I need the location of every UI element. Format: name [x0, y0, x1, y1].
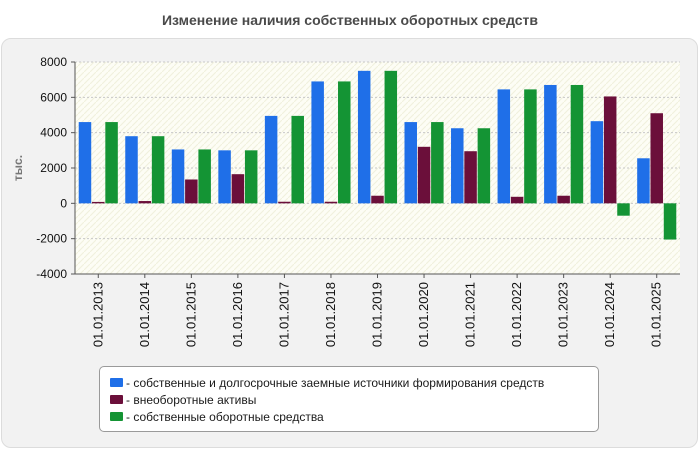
bar-01.01.2015-s1: [185, 179, 198, 204]
bar-01.01.2021-s2: [477, 128, 491, 204]
legend-swatch-working-capital: [110, 412, 123, 421]
x-tick-label: 01.01.2019: [370, 282, 385, 347]
legend-swatch-sources: [110, 378, 123, 387]
legend-item-noncurrent: - внеоборотные активы: [110, 391, 598, 408]
bar-01.01.2020-s2: [431, 122, 444, 204]
legend-swatch-noncurrent: [110, 395, 123, 404]
x-tick-label: 01.01.2013: [90, 282, 105, 347]
bar-01.01.2016-s0: [218, 150, 231, 204]
bar-01.01.2019-s0: [357, 70, 371, 204]
bar-01.01.2017-s0: [264, 115, 278, 204]
y-axis-label: тыс.: [11, 155, 25, 181]
bar-01.01.2014-s0: [125, 136, 138, 204]
bar-01.01.2021-s1: [464, 151, 477, 204]
bar-01.01.2025-s0: [637, 158, 650, 204]
bar-01.01.2020-s1: [417, 146, 431, 204]
y-tick-label: 8000: [40, 55, 67, 69]
legend-label-noncurrent: - внеоборотные активы: [126, 392, 257, 407]
bar-01.01.2017-s2: [291, 115, 304, 204]
bar-01.01.2013-s1: [92, 201, 105, 204]
legend-label-working-capital: - собственные оборотные средства: [126, 409, 324, 424]
bar-01.01.2013-s2: [105, 122, 118, 204]
bar-01.01.2021-s0: [451, 128, 464, 204]
x-tick-label: 01.01.2016: [230, 282, 245, 347]
bar-01.01.2024-s1: [603, 96, 617, 204]
bar-01.01.2016-s1: [231, 174, 245, 204]
bar-01.01.2018-s1: [324, 201, 338, 204]
x-tick-label: 01.01.2018: [323, 282, 338, 347]
bar-01.01.2019-s1: [371, 195, 384, 204]
x-tick-label: 01.01.2024: [602, 282, 617, 347]
x-tick-label: 01.01.2015: [183, 282, 198, 347]
legend-item-sources: - собственные и долгосрочные заемные ист…: [110, 374, 598, 391]
bar-01.01.2024-s2: [617, 203, 630, 216]
bar-01.01.2019-s2: [384, 70, 398, 204]
bar-01.01.2015-s0: [171, 149, 185, 204]
bar-01.01.2015-s2: [198, 149, 211, 204]
bar-01.01.2020-s0: [404, 122, 417, 204]
legend-item-working-capital: - собственные оборотные средства: [110, 408, 598, 425]
bar-01.01.2014-s1: [138, 201, 152, 204]
y-tick-label: 2000: [40, 161, 67, 175]
y-tick-label: 0: [60, 196, 67, 210]
bar-01.01.2025-s2: [663, 203, 677, 240]
bar-01.01.2013-s0: [78, 122, 92, 204]
bar-01.01.2023-s1: [557, 195, 570, 204]
bar-01.01.2025-s1: [650, 113, 663, 204]
y-tick-label: 4000: [40, 126, 67, 140]
bar-01.01.2014-s2: [151, 136, 165, 204]
y-tick-label: -4000: [36, 267, 67, 281]
bar-01.01.2018-s2: [338, 81, 351, 204]
bar-01.01.2023-s2: [570, 84, 584, 204]
x-tick-label: 01.01.2023: [556, 282, 571, 347]
bar-01.01.2017-s1: [278, 201, 291, 204]
y-tick-label: 6000: [40, 90, 67, 104]
chart-title: Изменение наличия собственных оборотных …: [161, 12, 539, 28]
bar-01.01.2022-s2: [524, 89, 537, 204]
bar-01.01.2016-s2: [244, 150, 258, 204]
legend-label-sources: - собственные и долгосрочные заемные ист…: [126, 375, 545, 390]
x-tick-label: 01.01.2022: [509, 282, 524, 347]
x-tick-label: 01.01.2021: [463, 282, 478, 347]
bar-01.01.2023-s0: [544, 84, 557, 204]
plot-area: [75, 62, 680, 274]
y-tick-label: -2000: [36, 232, 67, 246]
bar-01.01.2024-s0: [590, 121, 604, 204]
x-tick-label: 01.01.2014: [137, 282, 152, 347]
x-tick-label: 01.01.2025: [649, 282, 664, 347]
bar-01.01.2022-s1: [510, 196, 524, 204]
legend: - собственные и долгосрочные заемные ист…: [99, 366, 599, 432]
x-tick-label: 01.01.2020: [416, 282, 431, 347]
bar-01.01.2018-s0: [311, 81, 324, 204]
x-tick-label: 01.01.2017: [276, 282, 291, 347]
bar-01.01.2022-s0: [497, 89, 511, 204]
